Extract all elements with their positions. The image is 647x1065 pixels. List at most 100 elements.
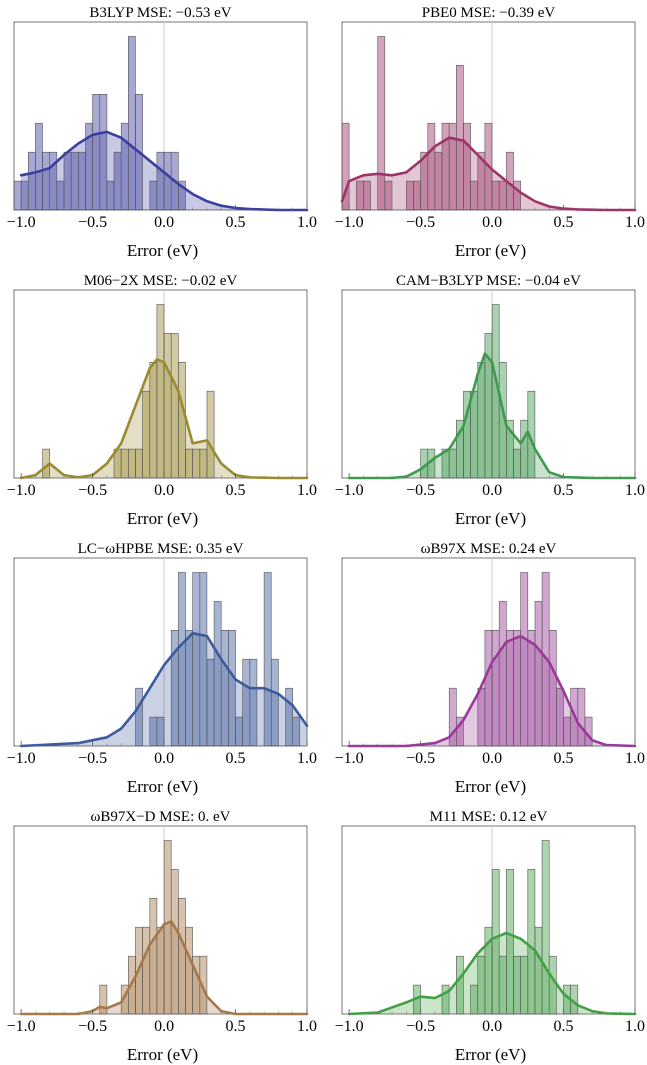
x-tick-label: 1.0 <box>625 1018 645 1035</box>
x-tick-label: 1.0 <box>625 482 645 499</box>
panel-title: ωB97X−D MSE: 0. eV <box>90 809 230 825</box>
histogram-bar <box>113 151 122 211</box>
panel-8: M11 MSE: 0.12 eV −1.0 −0.5 0.0 0.5 1.0 Error (… <box>335 809 645 1064</box>
histogram-bar <box>13 180 22 211</box>
x-tick-label: −1.0 <box>7 214 36 231</box>
density-curve <box>347 352 637 480</box>
histogram-bar <box>477 687 486 747</box>
panel-5: LC−ωHPBE MSE: 0.35 eV −1.0 −0.5 0.0 0.5 1.0 Er… <box>7 541 317 796</box>
histogram-bar <box>185 926 193 1015</box>
histogram-bar <box>534 926 543 1015</box>
histogram-bar <box>384 180 393 211</box>
histogram-bar <box>163 333 172 479</box>
x-tick-label: −0.5 <box>406 1018 435 1035</box>
density-curve <box>347 634 637 748</box>
x-tick-label: −0.5 <box>406 482 435 499</box>
histogram-bar <box>35 122 43 211</box>
x-tick-label: 1.0 <box>297 1018 317 1035</box>
histogram-bar <box>27 151 36 211</box>
histogram-bar <box>520 572 529 747</box>
histogram-bar <box>491 869 500 1015</box>
histogram-bar <box>441 122 450 211</box>
x-tick-label: 0.5 <box>226 482 246 499</box>
histogram-bar <box>99 94 108 211</box>
panel-7: ωB97X−D MSE: 0. eV −1.0 −0.5 0.0 0.5 1.0 Error… <box>7 809 317 1064</box>
histogram-bar <box>149 897 158 1015</box>
x-tick-label: 0.5 <box>226 1018 246 1035</box>
x-axis-label: Error (eV) <box>127 777 198 796</box>
panel-3: M06−2X MSE: −0.02 eV −1.0 −0.5 0.0 0.5 1.0 Err… <box>7 273 317 528</box>
histogram-bar <box>513 180 521 211</box>
histogram-bar <box>199 955 208 1015</box>
histogram-bar <box>242 658 251 747</box>
histogram-bar <box>170 869 179 1015</box>
x-tick-label: 0.0 <box>154 214 174 231</box>
panel-title: B3LYP MSE: −0.53 eV <box>89 5 231 21</box>
x-tick-label: −0.5 <box>406 214 435 231</box>
x-tick-label: −1.0 <box>335 1018 364 1035</box>
x-tick-label: 0.5 <box>554 1018 574 1035</box>
histogram-bar <box>556 687 564 747</box>
x-tick-label: 0.5 <box>554 214 574 231</box>
x-tick-label: −0.5 <box>78 482 107 499</box>
histogram-bar <box>448 122 457 211</box>
histogram-bar <box>484 629 493 747</box>
histogram-bar <box>220 629 229 747</box>
histogram-bar <box>498 955 507 1015</box>
histogram-bar <box>470 180 479 211</box>
histogram-bar <box>548 629 557 747</box>
histogram-bar <box>178 897 186 1015</box>
x-tick-label: 1.0 <box>297 750 317 767</box>
histogram-bar <box>491 629 500 747</box>
x-tick-label: 0.0 <box>482 214 502 231</box>
density-curve <box>19 920 309 1016</box>
x-tick-label: 1.0 <box>625 750 645 767</box>
density-fill <box>342 137 635 210</box>
panel-title: ωB97X MSE: 0.24 eV <box>421 541 557 557</box>
histogram-bar <box>470 984 479 1015</box>
histogram-bar <box>534 601 543 747</box>
panel-title: M06−2X MSE: −0.02 eV <box>84 273 238 289</box>
x-axis-label: Error (eV) <box>455 509 526 528</box>
x-tick-label: 1.0 <box>297 214 317 231</box>
x-tick-label: 0.0 <box>154 482 174 499</box>
x-tick-label: −0.5 <box>78 214 107 231</box>
x-axis-label: Error (eV) <box>455 241 526 260</box>
histogram-bar <box>20 180 29 211</box>
histogram-bar <box>99 984 108 1015</box>
histogram-bar <box>520 955 529 1015</box>
histogram-bar <box>413 180 421 211</box>
histogram-bar <box>477 361 486 479</box>
histogram-bar <box>213 601 222 747</box>
panel-title: CAM−B3LYP MSE: −0.04 eV <box>396 273 581 289</box>
panel-4: CAM−B3LYP MSE: −0.04 eV −1.0 −0.5 0.0 0.5 1.0… <box>335 273 645 528</box>
x-axis-label: Error (eV) <box>127 241 198 260</box>
x-axis-label: Error (eV) <box>127 509 198 528</box>
panel-6: ωB97X MSE: 0.24 eV −1.0 −0.5 0.0 0.5 1.0 Error… <box>335 541 645 796</box>
histogram-bar <box>470 390 479 479</box>
x-tick-label: −0.5 <box>406 750 435 767</box>
x-tick-label: 0.0 <box>154 1018 174 1035</box>
histogram-bar <box>463 122 471 211</box>
histogram-bar <box>120 122 129 211</box>
histogram-bar <box>185 629 193 747</box>
histogram-bar <box>527 629 536 747</box>
histogram-bar <box>235 716 243 747</box>
histogram-bar <box>491 180 500 211</box>
histogram-bar <box>178 180 186 211</box>
histogram-bar <box>199 448 208 479</box>
histogram-bar <box>477 955 486 1015</box>
histogram-bar <box>128 448 136 479</box>
histogram-bar <box>42 151 50 211</box>
x-tick-label: 0.5 <box>554 482 574 499</box>
histogram-bar <box>563 716 571 747</box>
histogram-bar <box>228 629 236 747</box>
histogram-bar <box>142 390 151 479</box>
histogram-bar <box>156 716 165 747</box>
histogram-bar <box>163 840 172 1015</box>
histogram-bar <box>292 716 301 747</box>
density-curve <box>19 631 309 748</box>
x-tick-label: 1.0 <box>297 482 317 499</box>
histogram-bar <box>498 180 507 211</box>
